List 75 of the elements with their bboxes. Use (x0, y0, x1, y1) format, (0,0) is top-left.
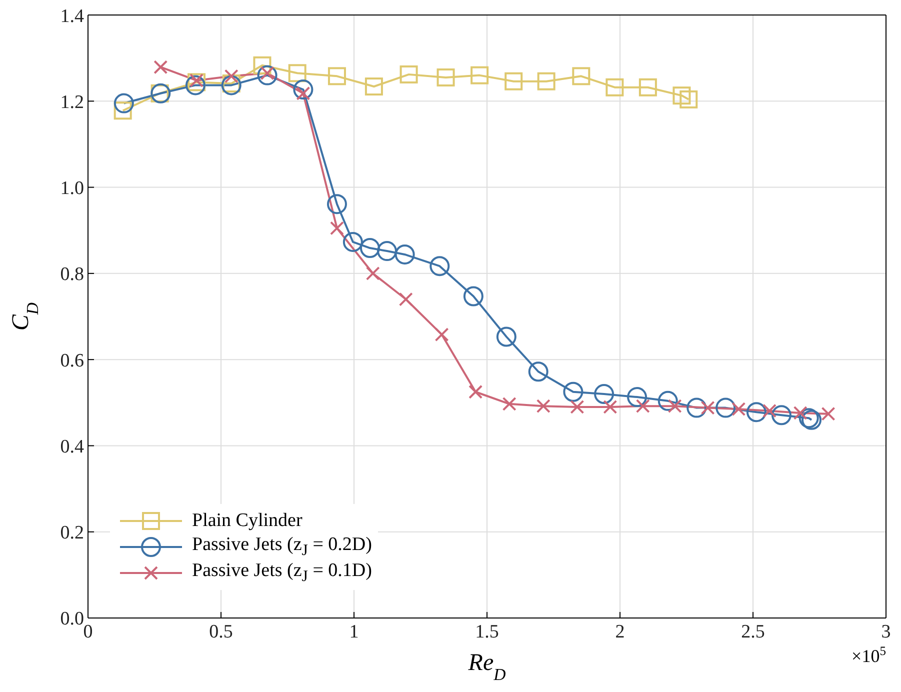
point (114, 93, 134, 114)
point (680, 90, 698, 108)
point (257, 65, 278, 86)
point (606, 78, 624, 96)
point (496, 326, 516, 347)
point (328, 67, 346, 86)
point (288, 64, 306, 82)
point (326, 194, 347, 214)
point (394, 244, 415, 264)
point (253, 56, 272, 74)
text: ×10$^{5}$ (852, 644, 886, 666)
point (330, 221, 344, 236)
point (470, 66, 489, 84)
point (502, 396, 516, 411)
point (436, 68, 455, 86)
x-tick-label: 1.5 (475, 621, 499, 642)
x-tick-label: 1 (349, 621, 359, 642)
point (716, 398, 736, 418)
legend-label: Passive Jets (z$_{J}$ = 0.1D) (192, 560, 372, 586)
point (672, 86, 691, 105)
point (376, 241, 397, 262)
legend-label: Plain Cylinder (192, 510, 302, 532)
point (700, 400, 715, 415)
point (528, 362, 548, 382)
point (636, 399, 650, 414)
point (658, 390, 678, 411)
y-tick-label: 1.2 (60, 92, 84, 113)
point (746, 402, 766, 422)
point (398, 292, 413, 306)
y-tick-label: 1.4 (60, 6, 84, 27)
point (468, 384, 483, 399)
point (364, 78, 383, 96)
point (603, 400, 618, 414)
x-tick-label: 0 (83, 621, 93, 642)
legend-label: Passive Jets (z$_{J}$ = 0.2D) (192, 534, 372, 560)
point (536, 399, 550, 414)
point (821, 406, 836, 421)
y-tick-label: 0.8 (60, 264, 84, 286)
y-tick-label: 0.4 (60, 436, 84, 458)
point (504, 72, 523, 90)
point (342, 232, 363, 252)
point (185, 75, 206, 96)
x-tick-label: 3 (881, 621, 891, 642)
x-tick-label: 2.5 (741, 621, 765, 642)
point (771, 405, 792, 426)
point (732, 402, 746, 416)
x-tick-label: 2 (615, 621, 625, 642)
point (360, 238, 380, 258)
point (154, 60, 168, 74)
point (627, 387, 648, 408)
point (563, 382, 584, 402)
x-axis-title: Re$_{D}$ (467, 650, 506, 684)
point (793, 406, 808, 420)
x-tick-label: 0.5 (209, 621, 233, 642)
point (366, 266, 380, 280)
point (594, 384, 614, 404)
y-tick-label: 1.0 (60, 178, 84, 200)
point (430, 256, 450, 276)
point (572, 67, 590, 86)
point (463, 286, 484, 306)
point (188, 73, 206, 92)
point (221, 75, 242, 96)
point (762, 404, 776, 418)
point (537, 72, 556, 90)
point (400, 65, 418, 84)
point (570, 400, 584, 414)
point (293, 80, 314, 100)
point (638, 78, 657, 96)
point (434, 328, 449, 342)
point (222, 74, 240, 92)
y-tick-label: 0.2 (60, 522, 84, 544)
y-tick-label: 0.0 (60, 608, 84, 630)
y-tick-label: 0.6 (60, 350, 84, 372)
point (114, 102, 132, 120)
point (686, 398, 707, 418)
